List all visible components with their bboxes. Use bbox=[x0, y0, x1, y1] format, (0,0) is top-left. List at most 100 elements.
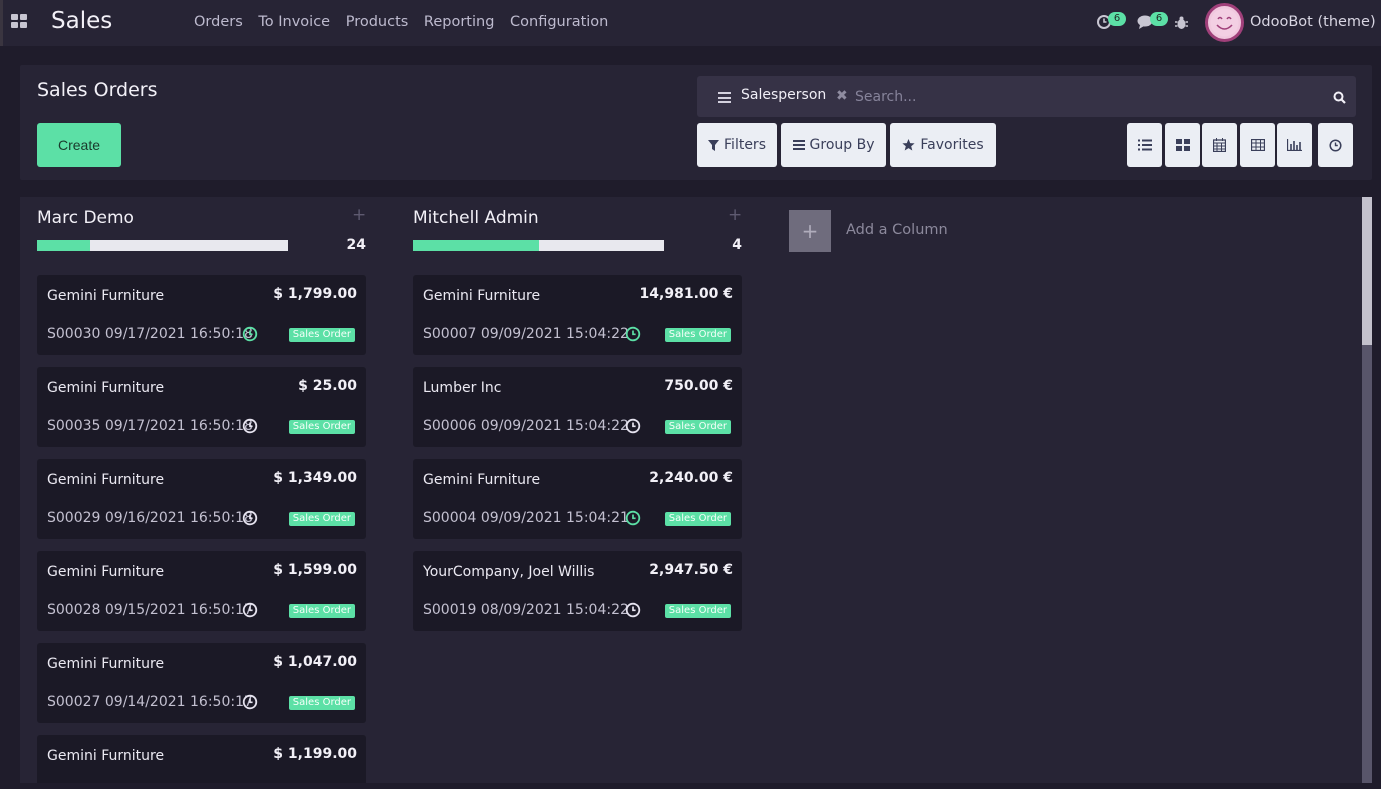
card-customer: Gemini Furniture bbox=[47, 656, 165, 672]
activity-clock-icon[interactable] bbox=[625, 418, 641, 438]
column-progress-bar[interactable] bbox=[37, 240, 288, 251]
kanban-card[interactable]: Gemini Furniture $ 1,799.00 S00030 09/17… bbox=[37, 275, 366, 355]
activity-clock-icon[interactable] bbox=[242, 510, 258, 530]
favorites-button[interactable]: Favorites bbox=[890, 123, 996, 167]
activity-clock-icon[interactable] bbox=[625, 602, 641, 622]
kanban-card[interactable]: Gemini Furniture $ 1,599.00 S00028 09/15… bbox=[37, 551, 366, 631]
search-input[interactable] bbox=[855, 86, 1295, 108]
kanban-column: Mitchell Admin + 4 Gemini Furniture 14,9… bbox=[396, 197, 742, 783]
app-title[interactable]: Sales bbox=[51, 8, 113, 34]
scrollbar-thumb[interactable] bbox=[1362, 197, 1372, 345]
debug-bug-icon[interactable] bbox=[1175, 15, 1188, 34]
activity-count-badge: 6 bbox=[1108, 12, 1126, 26]
kanban-view-button[interactable] bbox=[1165, 123, 1200, 167]
card-customer: Gemini Furniture bbox=[47, 472, 165, 488]
column-progress-bar[interactable] bbox=[413, 240, 664, 251]
card-amount: 750.00 € bbox=[664, 378, 733, 394]
kanban-card[interactable]: Gemini Furniture $ 1,199.00 bbox=[37, 735, 366, 783]
card-status-tag: Sales Order bbox=[288, 420, 355, 434]
kanban-card[interactable]: YourCompany, Joel Willis 2,947.50 € S000… bbox=[413, 551, 742, 631]
group-by-bars-icon bbox=[792, 140, 805, 150]
top-menu: Orders To Invoice Products Reporting Con… bbox=[194, 14, 619, 30]
apps-menu-icon[interactable] bbox=[11, 14, 28, 29]
activity-clock-icon[interactable] bbox=[242, 326, 258, 346]
card-reference-date: S00019 08/09/2021 15:04:22 bbox=[423, 602, 629, 618]
kanban-card[interactable]: Gemini Furniture $ 1,349.00 S00029 09/16… bbox=[37, 459, 366, 539]
kanban-icon bbox=[1175, 139, 1190, 151]
card-status-tag: Sales Order bbox=[664, 604, 731, 618]
card-customer: Gemini Furniture bbox=[47, 288, 165, 304]
card-amount: 2,240.00 € bbox=[649, 470, 733, 486]
card-reference-date: S00004 09/09/2021 15:04:21 bbox=[423, 510, 629, 526]
activity-clock-icon[interactable] bbox=[625, 326, 641, 346]
kanban-column: Marc Demo + 24 Gemini Furniture $ 1,799.… bbox=[20, 197, 366, 783]
column-record-count: 24 bbox=[346, 237, 366, 253]
activity-clock-icon[interactable] bbox=[242, 418, 258, 438]
user-menu-name[interactable]: OdooBot (theme) bbox=[1250, 14, 1376, 30]
create-button[interactable]: Create bbox=[37, 123, 121, 167]
pivot-view-button[interactable] bbox=[1240, 123, 1275, 167]
menu-item-to-invoice[interactable]: To Invoice bbox=[258, 14, 331, 30]
card-reference-date: S00029 09/16/2021 16:50:18 bbox=[47, 510, 253, 526]
vertical-scrollbar[interactable] bbox=[1362, 197, 1372, 783]
column-title[interactable]: Mitchell Admin bbox=[413, 208, 539, 228]
graph-view-button[interactable] bbox=[1277, 123, 1312, 167]
card-customer: Gemini Furniture bbox=[423, 288, 541, 304]
column-quick-create-icon[interactable]: + bbox=[728, 205, 743, 225]
activity-clock-icon[interactable] bbox=[242, 602, 258, 622]
filters-button[interactable]: Filters bbox=[697, 123, 777, 167]
messages-chat-icon[interactable] bbox=[1137, 14, 1155, 34]
control-panel: Sales Orders Create Salesperson ✖ Filter… bbox=[20, 65, 1372, 180]
search-icon[interactable] bbox=[1333, 89, 1346, 108]
activity-clock-icon[interactable] bbox=[242, 694, 258, 714]
group-by-button[interactable]: Group By bbox=[781, 123, 886, 167]
card-reference-date: S00007 09/09/2021 15:04:22 bbox=[423, 326, 629, 342]
card-amount: $ 1,349.00 bbox=[273, 470, 357, 486]
card-amount: $ 1,799.00 bbox=[273, 286, 357, 302]
column-title[interactable]: Marc Demo bbox=[37, 208, 134, 228]
group-by-label: Group By bbox=[809, 137, 875, 153]
filters-label: Filters bbox=[724, 137, 766, 153]
search-box: Salesperson ✖ bbox=[697, 76, 1356, 117]
card-status-tag: Sales Order bbox=[664, 512, 731, 526]
column-record-count: 4 bbox=[732, 237, 742, 253]
search-facet-salesperson: Salesperson bbox=[741, 87, 827, 103]
card-reference-date: S00006 09/09/2021 15:04:22 bbox=[423, 418, 629, 434]
card-amount: 14,981.00 € bbox=[639, 286, 733, 302]
kanban-card[interactable]: Gemini Furniture 14,981.00 € S00007 09/0… bbox=[413, 275, 742, 355]
facet-remove-icon[interactable]: ✖ bbox=[836, 88, 848, 104]
progress-fill bbox=[37, 240, 90, 251]
kanban-card[interactable]: Gemini Furniture $ 25.00 S00035 09/17/20… bbox=[37, 367, 366, 447]
card-status-tag: Sales Order bbox=[288, 328, 355, 342]
list-view-button[interactable] bbox=[1127, 123, 1162, 167]
activity-clock-icon[interactable] bbox=[625, 510, 641, 530]
filter-funnel-icon bbox=[708, 139, 720, 151]
card-reference-date: S00030 09/17/2021 16:50:18 bbox=[47, 326, 253, 342]
messages-count-badge: 6 bbox=[1150, 12, 1168, 26]
clock-icon bbox=[1329, 138, 1342, 152]
user-avatar[interactable] bbox=[1205, 3, 1244, 42]
activity-view-button[interactable] bbox=[1318, 123, 1353, 167]
menu-item-reporting[interactable]: Reporting bbox=[423, 14, 495, 30]
card-amount: $ 1,047.00 bbox=[273, 654, 357, 670]
progress-fill bbox=[413, 240, 539, 251]
card-amount: $ 25.00 bbox=[298, 378, 357, 394]
card-amount: 2,947.50 € bbox=[649, 562, 733, 578]
card-status-tag: Sales Order bbox=[664, 420, 731, 434]
card-amount: $ 1,199.00 bbox=[273, 746, 357, 762]
kanban-card[interactable]: Gemini Furniture $ 1,047.00 S00027 09/14… bbox=[37, 643, 366, 723]
menu-item-orders[interactable]: Orders bbox=[194, 14, 243, 30]
menu-item-products[interactable]: Products bbox=[345, 14, 409, 30]
card-status-tag: Sales Order bbox=[288, 696, 355, 710]
add-column-label[interactable]: Add a Column bbox=[846, 222, 948, 238]
column-quick-create-icon[interactable]: + bbox=[352, 205, 367, 225]
page-title: Sales Orders bbox=[37, 79, 158, 101]
kanban-card[interactable]: Gemini Furniture 2,240.00 € S00004 09/09… bbox=[413, 459, 742, 539]
kanban-card[interactable]: Lumber Inc 750.00 € S00006 09/09/2021 15… bbox=[413, 367, 742, 447]
card-status-tag: Sales Order bbox=[288, 512, 355, 526]
add-column-button[interactable]: + bbox=[789, 210, 831, 252]
menu-item-configuration[interactable]: Configuration bbox=[510, 14, 609, 30]
card-customer: Gemini Furniture bbox=[47, 564, 165, 580]
favorites-label: Favorites bbox=[920, 137, 984, 153]
calendar-view-button[interactable] bbox=[1202, 123, 1237, 167]
